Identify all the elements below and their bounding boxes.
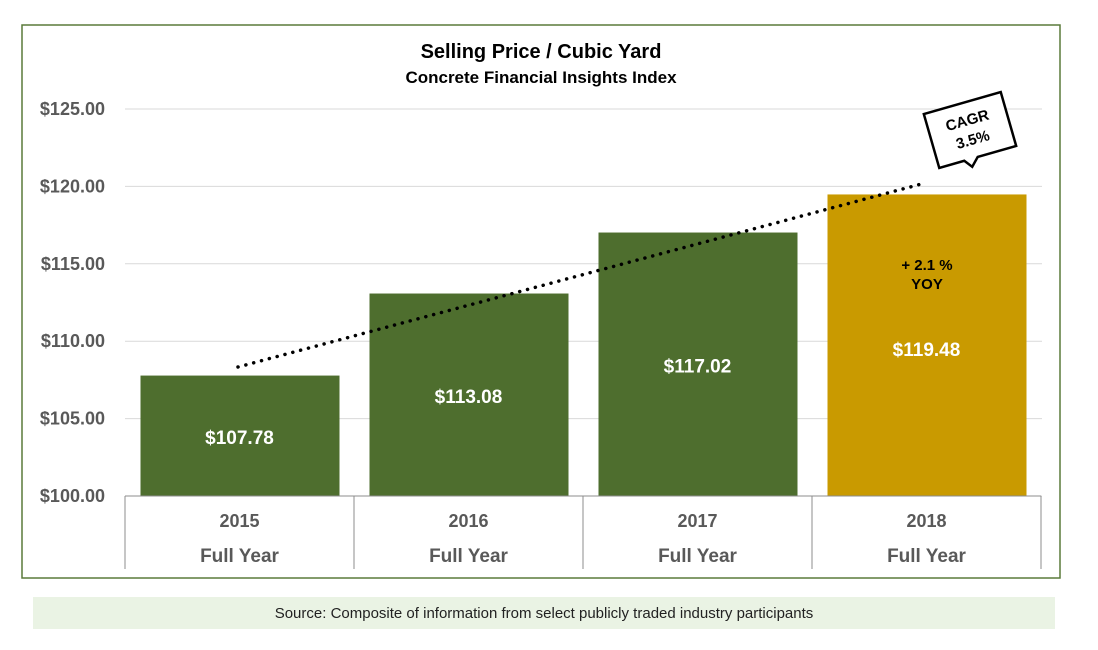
x-tick-label: 2017 <box>677 511 717 531</box>
x-tick-label: 2015 <box>219 511 259 531</box>
source-note: Source: Composite of information from se… <box>33 597 1055 629</box>
trendline <box>236 181 927 369</box>
bar-data-label: $117.02 <box>664 356 732 377</box>
x-tick-sublabel: Full Year <box>200 546 279 567</box>
chart-subtitle: Concrete Financial Insights Index <box>405 68 677 87</box>
bar-data-label: $119.48 <box>893 340 961 361</box>
y-tick-label: $100.00 <box>40 486 105 506</box>
bar-2015 <box>140 375 340 496</box>
y-tick-label: $105.00 <box>40 409 105 429</box>
x-tick-sublabel: Full Year <box>429 546 508 567</box>
bar-data-label: $113.08 <box>435 387 503 408</box>
y-tick-label: $120.00 <box>40 176 105 196</box>
yoy-label: YOY <box>911 276 943 293</box>
bar-2018 <box>827 194 1027 497</box>
x-tick-label: 2018 <box>906 511 946 531</box>
y-tick-label: $110.00 <box>41 331 105 351</box>
x-tick-sublabel: Full Year <box>887 546 966 567</box>
bar-data-label: $107.78 <box>205 428 274 449</box>
y-tick-label: $125.00 <box>40 99 105 119</box>
chart-title: Selling Price / Cubic Yard <box>421 41 662 63</box>
y-tick-label: $115.00 <box>41 254 105 274</box>
callout-shape <box>922 90 1018 170</box>
bar-2016 <box>369 293 569 496</box>
bar-2017 <box>598 232 798 496</box>
yoy-change: + 2.1 % <box>901 257 952 274</box>
x-tick-sublabel: Full Year <box>658 546 737 567</box>
x-tick-label: 2016 <box>448 511 488 531</box>
cagr-callout: CAGR 3.5% <box>922 90 1018 170</box>
